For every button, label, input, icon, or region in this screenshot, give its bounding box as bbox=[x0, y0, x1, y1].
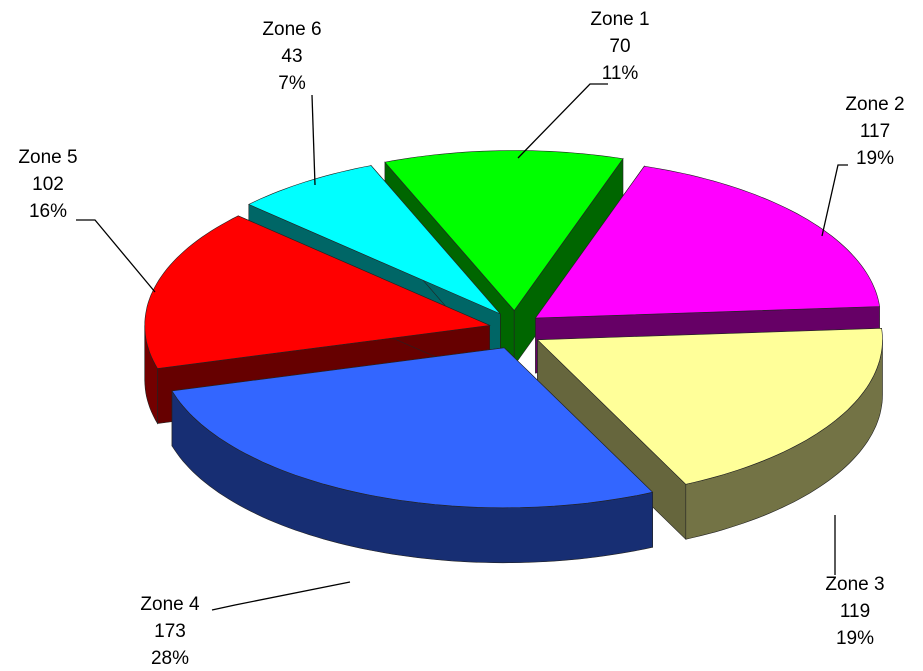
slice bbox=[384, 150, 624, 311]
slice bbox=[248, 165, 501, 315]
data-label-name: Zone 3 bbox=[825, 574, 884, 595]
leader-line bbox=[211, 581, 351, 611]
slice bbox=[171, 347, 654, 564]
data-label-percent: 7% bbox=[278, 73, 306, 94]
data-label-name: Zone 2 bbox=[845, 94, 904, 115]
data-label-percent: 16% bbox=[29, 201, 67, 222]
data-label-value: 102 bbox=[32, 174, 64, 195]
data-label-name: Zone 1 bbox=[590, 9, 649, 30]
slice bbox=[536, 327, 883, 485]
data-label-value: 43 bbox=[281, 46, 302, 67]
data-label-value: 173 bbox=[154, 621, 186, 642]
data-label-value: 70 bbox=[609, 36, 630, 57]
data-label-percent: 28% bbox=[151, 648, 189, 669]
data-label-percent: 11% bbox=[602, 63, 639, 84]
data-label-name: Zone 4 bbox=[140, 594, 200, 615]
slice bbox=[144, 215, 491, 369]
leader-line bbox=[311, 94, 316, 186]
data-label-value: 119 bbox=[840, 601, 870, 622]
leader-line bbox=[76, 219, 156, 293]
leader-line bbox=[517, 83, 608, 159]
data-label-name: Zone 5 bbox=[18, 147, 77, 168]
data-label-name: Zone 6 bbox=[262, 19, 321, 40]
leader-line bbox=[821, 164, 848, 237]
slice bbox=[534, 165, 880, 319]
data-label-value: 117 bbox=[860, 121, 890, 142]
data-label-percent: 19% bbox=[856, 148, 894, 169]
data-label-percent: 19% bbox=[836, 628, 874, 649]
slice bbox=[171, 347, 654, 509]
